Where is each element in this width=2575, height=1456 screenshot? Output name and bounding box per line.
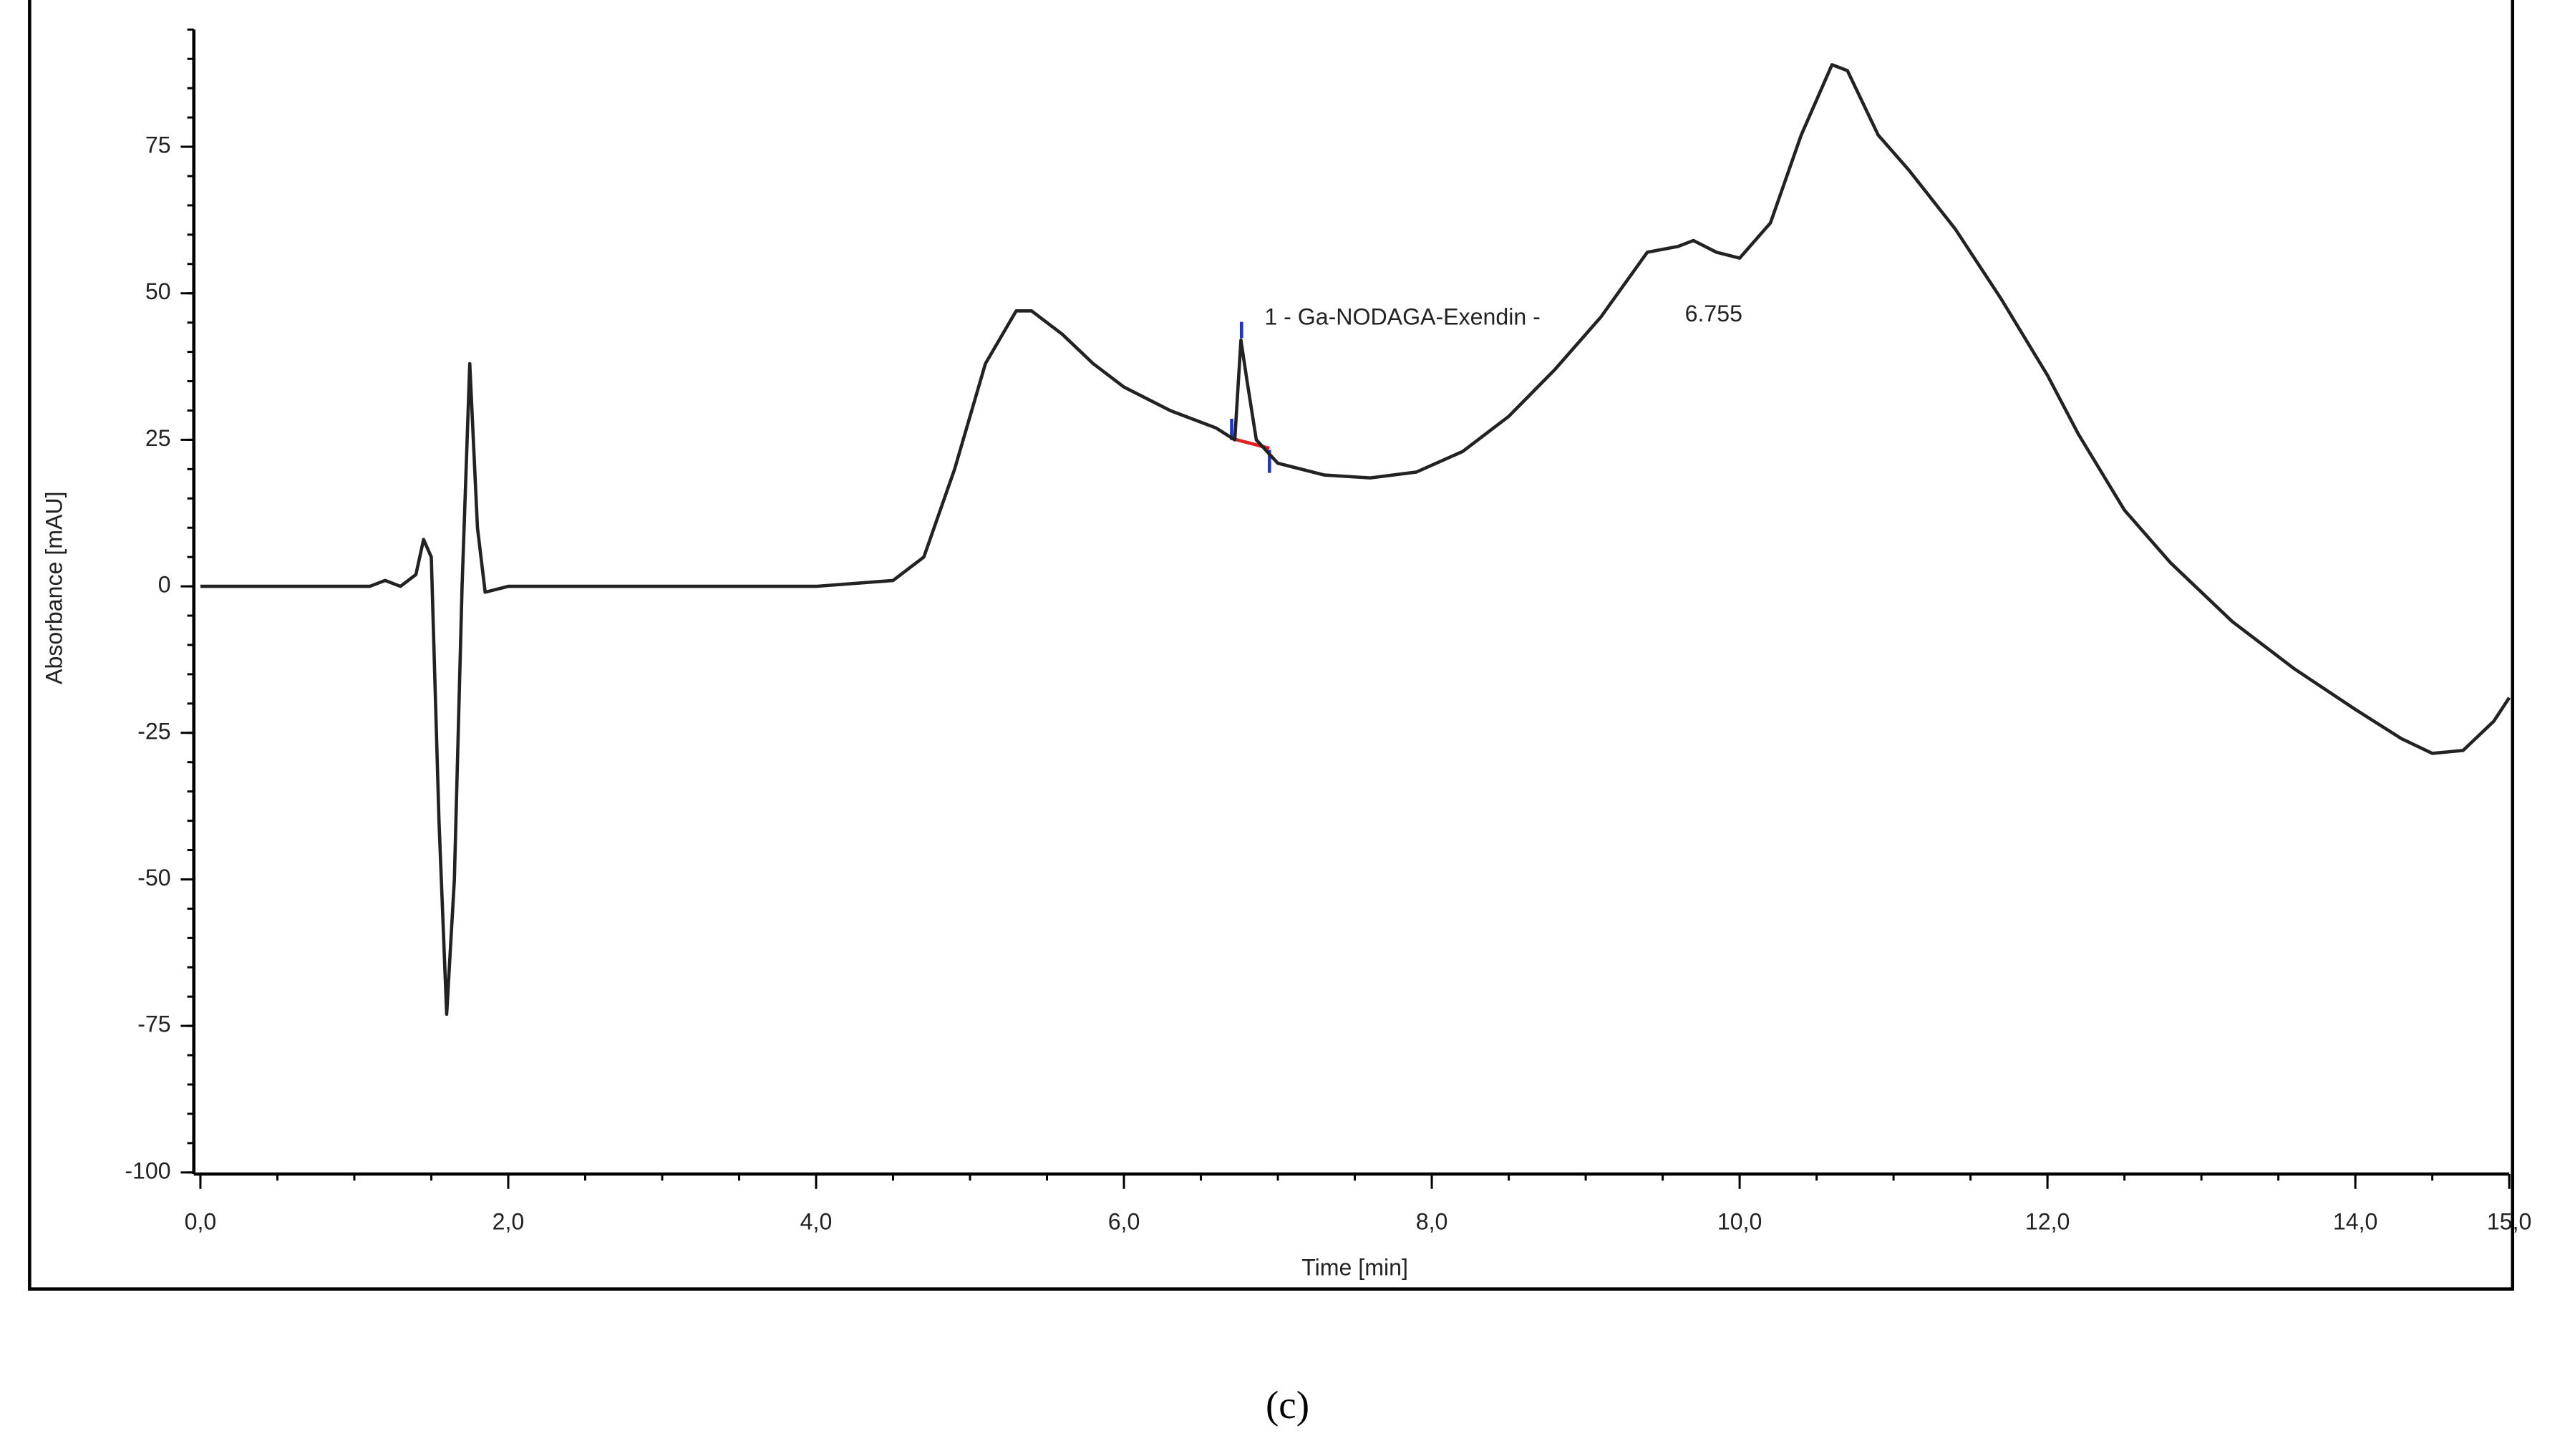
y-tick-label: 50 [145, 278, 171, 304]
x-tick-label: 4,0 [800, 1208, 833, 1234]
x-tick-label: 8,0 [1416, 1208, 1448, 1234]
y-tick-label: -50 [137, 865, 170, 890]
y-tick-label: -100 [125, 1157, 170, 1183]
caption: (c) [1266, 1383, 1309, 1427]
x-tick-label: 14,0 [2333, 1208, 2378, 1234]
x-tick-label: 15,0 [2487, 1208, 2532, 1234]
y-tick-label: -75 [137, 1011, 170, 1037]
x-tick-label: 10,0 [1717, 1208, 1762, 1234]
chromatogram-line [200, 63, 2511, 1016]
y-axis-label: Absorbance [mAU] [42, 491, 67, 684]
x-tick-label: 2,0 [493, 1208, 525, 1234]
y-tick-label: 25 [145, 425, 171, 451]
x-axis-label: Time [min] [1301, 1255, 1408, 1281]
y-tick-label: -25 [137, 718, 170, 744]
outer-frame [28, 0, 2515, 1291]
y-tick-label: 75 [145, 132, 171, 158]
x-tick-label: 6,0 [1108, 1208, 1140, 1234]
x-tick-label: 12,0 [2025, 1208, 2070, 1234]
x-tick-label: 0,0 [185, 1208, 217, 1234]
y-tick-label: 0 [158, 572, 171, 598]
peak-annotation-value: 6.755 [1685, 301, 1742, 326]
peak-annotation: 1 - Ga-NODAGA-Exendin - [1264, 304, 1540, 330]
